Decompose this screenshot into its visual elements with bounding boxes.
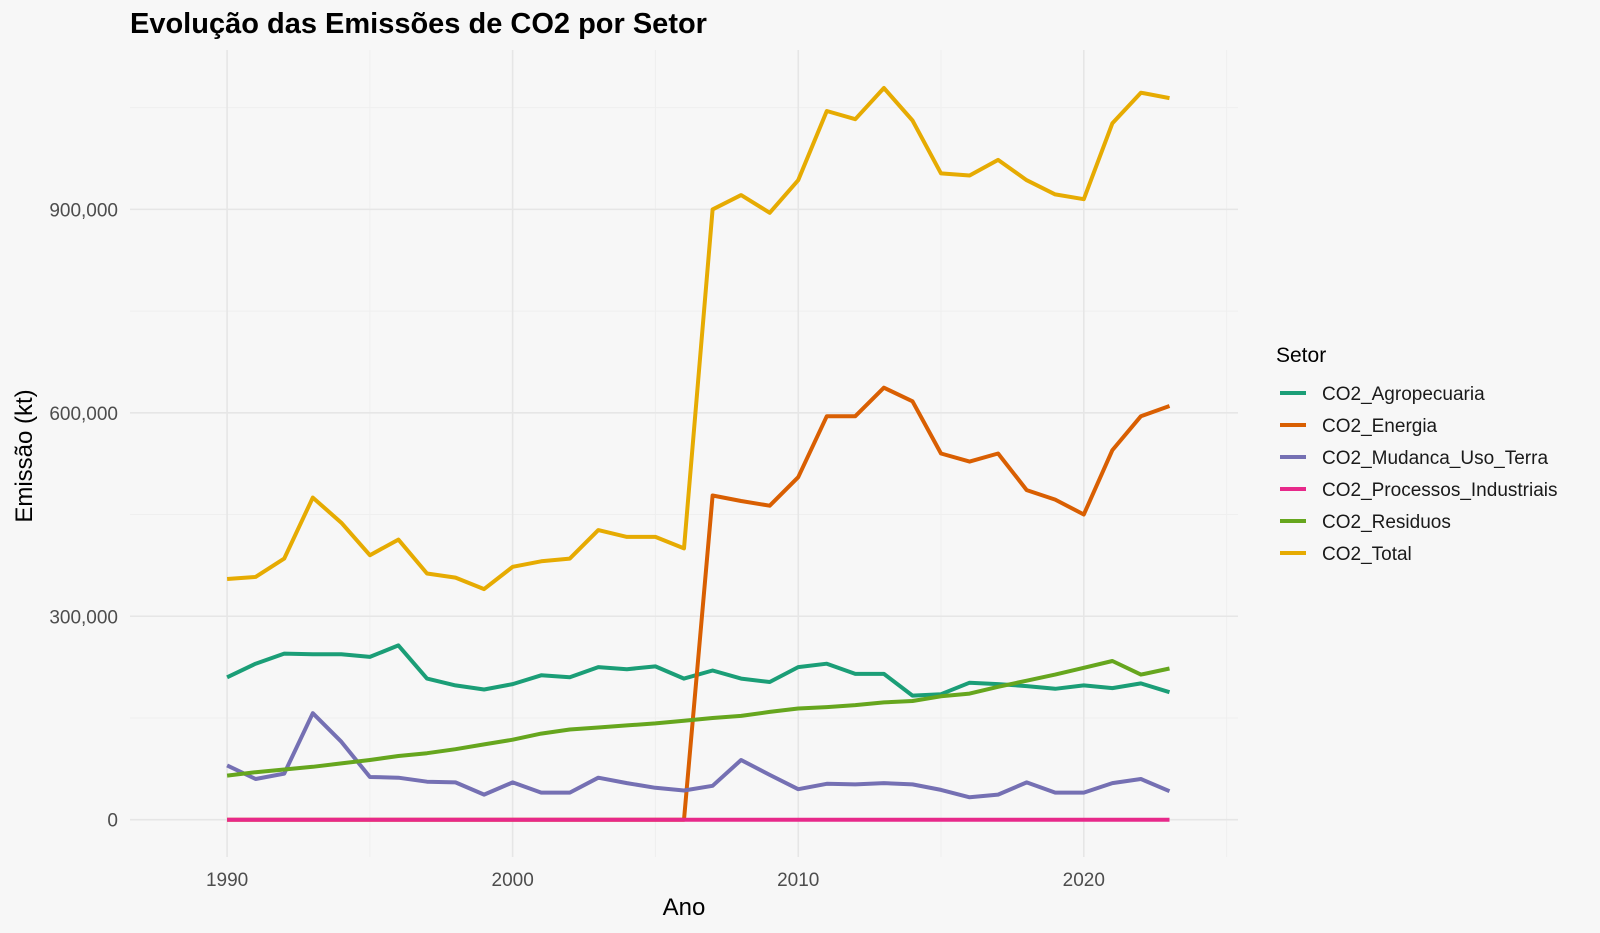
y-axis-title: Emissão (kt) bbox=[11, 389, 38, 522]
legend-title: Setor bbox=[1276, 344, 1326, 367]
axis-ticks: 1990 2000 2010 2020 0 300,000 600,000 900,000 bbox=[49, 200, 1105, 891]
x-tick-label: 2010 bbox=[777, 870, 819, 891]
x-tick-label: 2000 bbox=[492, 870, 534, 891]
legend-label: CO2_Energia bbox=[1322, 416, 1438, 437]
legend: CO2_Agropecuaria CO2_Energia CO2_Mudanca_U… bbox=[1280, 384, 1558, 565]
x-axis-title: Ano bbox=[663, 894, 706, 921]
series-line-co2-mudanca-uso-terra bbox=[226, 711, 1171, 800]
y-tick-label: 0 bbox=[107, 811, 118, 832]
x-tick-label: 2020 bbox=[1063, 870, 1105, 891]
legend-label: CO2_Agropecuaria bbox=[1322, 384, 1485, 405]
legend-label: CO2_Total bbox=[1322, 544, 1412, 565]
x-tick-label: 1990 bbox=[206, 870, 248, 891]
y-tick-label: 900,000 bbox=[49, 200, 118, 221]
series-lines bbox=[226, 86, 1171, 822]
series-line-co2-total bbox=[226, 86, 1170, 592]
legend-label: CO2_Processos_Industriais bbox=[1322, 480, 1558, 501]
y-tick-label: 300,000 bbox=[49, 607, 118, 628]
legend-label: CO2_Mudanca_Uso_Terra bbox=[1322, 448, 1548, 469]
legend-label: CO2_Residuos bbox=[1322, 512, 1451, 533]
y-tick-label: 600,000 bbox=[49, 404, 118, 425]
series-line-co2-residuos bbox=[226, 659, 1170, 778]
chart-title: Evolução das Emissões de CO2 por Setor bbox=[130, 8, 707, 40]
